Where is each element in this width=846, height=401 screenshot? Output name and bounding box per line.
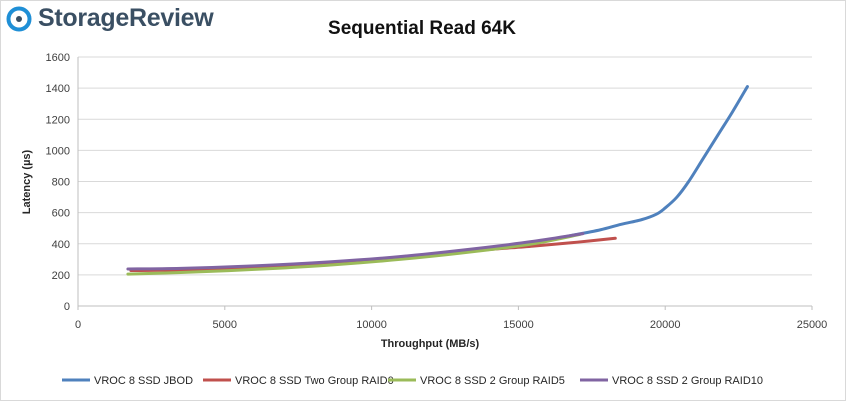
y-axis-ticks: 0 200 400 600 800 1000 1200 1400 1600 [46,52,70,313]
x-axis-ticks: 0 5000 10000 15000 20000 25000 [75,306,827,331]
axes [77,57,812,307]
x-tick-label: 10000 [356,319,387,331]
legend-label: VROC 8 SSD 2 Group RAID5 [420,375,565,387]
x-tick-label: 0 [75,319,81,331]
brand-logo: StorageReview [6,4,214,33]
x-tick-label: 25000 [797,319,828,331]
legend-label: VROC 8 SSD Two Group RAID0 [235,375,394,387]
series-line-4 [126,232,585,271]
legend-label: VROC 8 SSD 2 Group RAID10 [612,375,763,387]
gridlines [78,56,812,276]
y-tick-label: 800 [52,177,70,189]
brand-name: StorageReview [38,4,214,32]
storagereview-logo-icon [6,6,32,31]
x-axis-title: Throughput (MB/s) [381,338,480,350]
y-tick-label: 0 [64,301,70,313]
chart-title: Sequential Read 64K [328,18,516,39]
series-line-3 [126,232,582,276]
x-tick-label: 20000 [650,319,681,331]
legend: VROC 8 SSD JBOD VROC 8 SSD Two Group RAID… [62,375,763,387]
x-tick-label: 5000 [213,319,237,331]
y-tick-label: 400 [52,239,70,251]
legend-label: VROC 8 SSD JBOD [94,375,193,387]
y-tick-label: 1600 [46,52,70,64]
y-tick-label: 1400 [46,83,70,95]
y-tick-label: 1200 [46,114,70,126]
series-lines [126,85,749,276]
y-axis-title: Latency (µs) [21,149,33,214]
y-tick-label: 600 [52,208,70,220]
y-tick-label: 200 [52,270,70,282]
series-line-1 [129,85,749,271]
x-tick-label: 15000 [503,319,534,331]
y-tick-label: 1000 [46,145,70,157]
